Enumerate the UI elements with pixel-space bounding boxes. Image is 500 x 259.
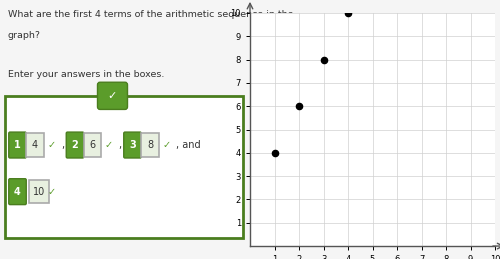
Text: 2: 2 <box>72 140 78 150</box>
Text: 8: 8 <box>147 140 153 150</box>
Text: ,: , <box>61 140 64 150</box>
Text: ,: , <box>119 140 122 150</box>
FancyBboxPatch shape <box>66 132 84 158</box>
Text: 4: 4 <box>32 140 38 150</box>
Text: ✓: ✓ <box>108 91 117 101</box>
FancyBboxPatch shape <box>142 133 159 157</box>
Text: ✓: ✓ <box>162 140 170 150</box>
FancyBboxPatch shape <box>26 133 44 157</box>
Text: ✓: ✓ <box>47 140 56 150</box>
FancyBboxPatch shape <box>124 132 142 158</box>
Text: 4: 4 <box>14 187 21 197</box>
Text: 1: 1 <box>14 140 21 150</box>
FancyBboxPatch shape <box>84 133 101 157</box>
Text: Enter your answers in the boxes.: Enter your answers in the boxes. <box>8 70 164 79</box>
Text: What are the first 4 terms of the arithmetic sequence in the: What are the first 4 terms of the arithm… <box>8 10 293 19</box>
FancyBboxPatch shape <box>98 82 128 109</box>
Text: graph?: graph? <box>8 31 40 40</box>
Text: , and: , and <box>176 140 201 150</box>
Text: ✓: ✓ <box>47 187 56 197</box>
Text: 3: 3 <box>129 140 136 150</box>
FancyBboxPatch shape <box>9 132 26 158</box>
Point <box>295 104 303 108</box>
Point <box>270 151 278 155</box>
Text: 6: 6 <box>90 140 96 150</box>
Point <box>344 11 352 15</box>
FancyBboxPatch shape <box>9 179 26 205</box>
Text: 10: 10 <box>32 187 45 197</box>
Point <box>320 57 328 62</box>
Text: ✓: ✓ <box>104 140 113 150</box>
FancyBboxPatch shape <box>28 180 49 203</box>
FancyBboxPatch shape <box>5 96 242 238</box>
